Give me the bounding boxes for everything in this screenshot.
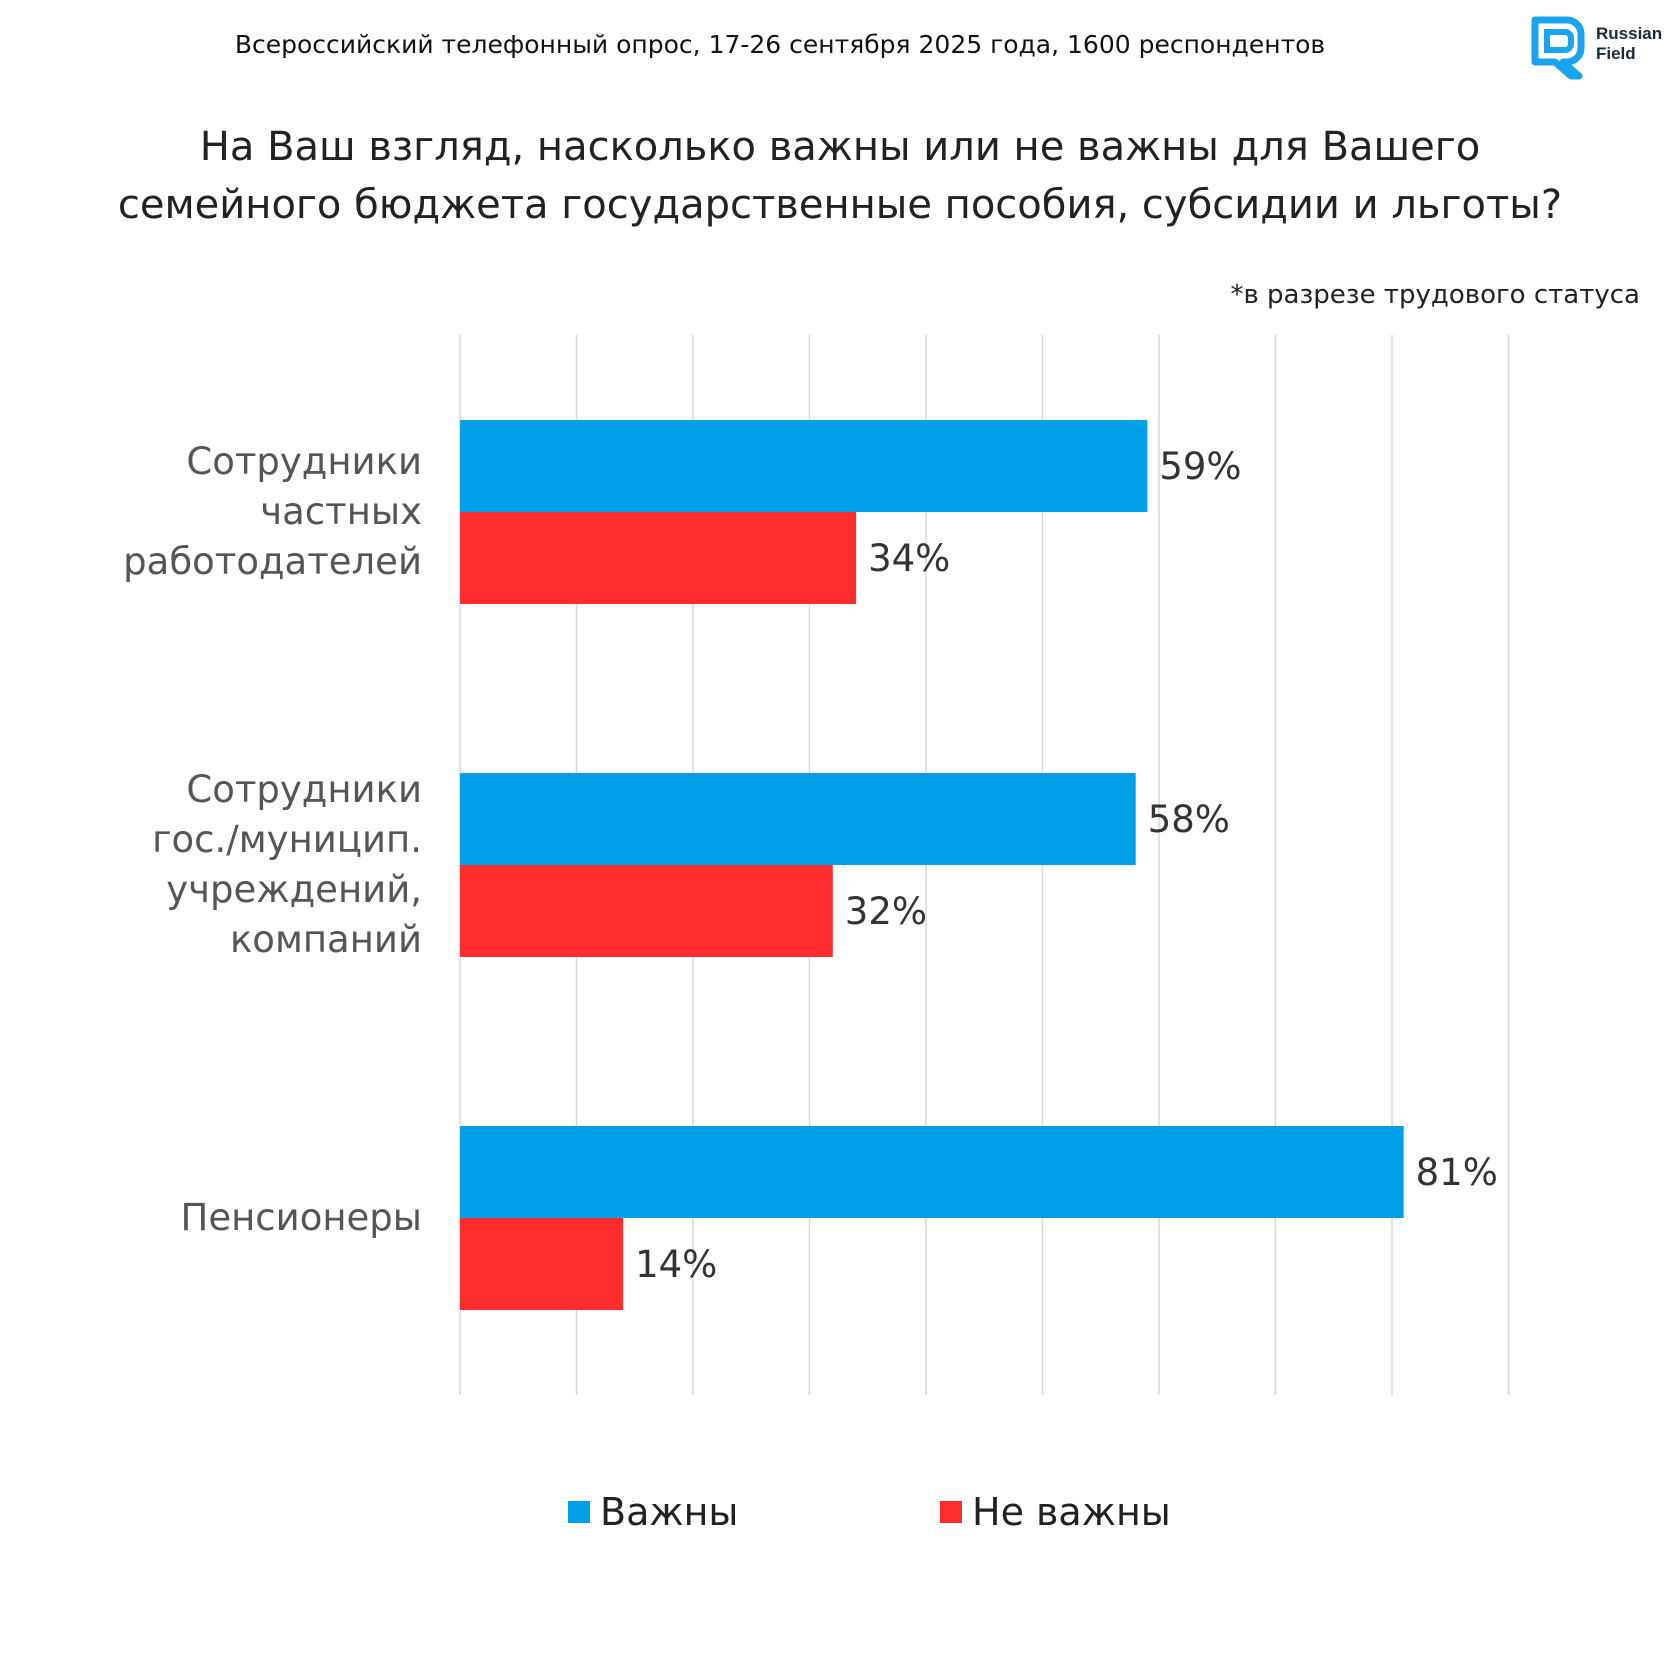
bar-chart: Сотрудники частных работодателей 59% 34% Сотр… [123, 335, 1510, 1395]
data-label: 59% [1159, 445, 1241, 488]
data-label: 14% [635, 1243, 717, 1286]
data-label: 58% [1148, 798, 1230, 841]
legend-swatch-important [568, 1501, 590, 1523]
logo-text-line2: Field [1596, 44, 1636, 63]
bar-important [460, 420, 1148, 512]
legend-label-important: Важны [600, 1490, 739, 1534]
data-label: 32% [845, 890, 927, 933]
category-label: частных [260, 490, 422, 533]
category-label: Сотрудники [186, 768, 422, 811]
legend-item-important: Важны [568, 1490, 738, 1534]
category-label: Сотрудники [186, 440, 422, 483]
chart-question: На Ваш взгляд, насколько важны или не ва… [0, 118, 1680, 234]
bar-not-important [460, 1218, 624, 1310]
data-label: 81% [1416, 1151, 1498, 1194]
survey-info-text: Всероссийский телефонный опрос, 17-26 се… [234, 30, 1326, 59]
category-label: Пенсионеры [181, 1196, 422, 1239]
category-label: компаний [230, 918, 422, 961]
chart-legend: Важны Не важны [0, 1490, 1680, 1550]
legend-label-not-important: Не важны [972, 1490, 1171, 1534]
category-label: учреждений, [166, 868, 422, 911]
russian-field-logo: Russian Field [1527, 14, 1677, 84]
survey-info: Всероссийский телефонный опрос, 17-26 се… [0, 30, 1680, 59]
question-line-2: семейного бюджета государственные пособи… [117, 182, 1563, 228]
data-label: 34% [868, 537, 950, 580]
bar-important [460, 1126, 1404, 1218]
legend-swatch-not-important [940, 1501, 962, 1523]
logo-icon [1531, 16, 1585, 80]
bar-not-important [460, 865, 833, 957]
category-label: работодателей [123, 540, 422, 583]
chart-note: *в разрезе трудового статуса [1230, 280, 1640, 310]
question-line-1: На Ваш взгляд, насколько важны или не ва… [199, 124, 1481, 170]
logo-text-line1: Russian [1596, 24, 1663, 43]
legend-item-not-important: Не важны [940, 1490, 1171, 1534]
category-label: гос./муницип. [152, 818, 422, 861]
bar-important [460, 773, 1136, 865]
bar-not-important [460, 512, 857, 604]
